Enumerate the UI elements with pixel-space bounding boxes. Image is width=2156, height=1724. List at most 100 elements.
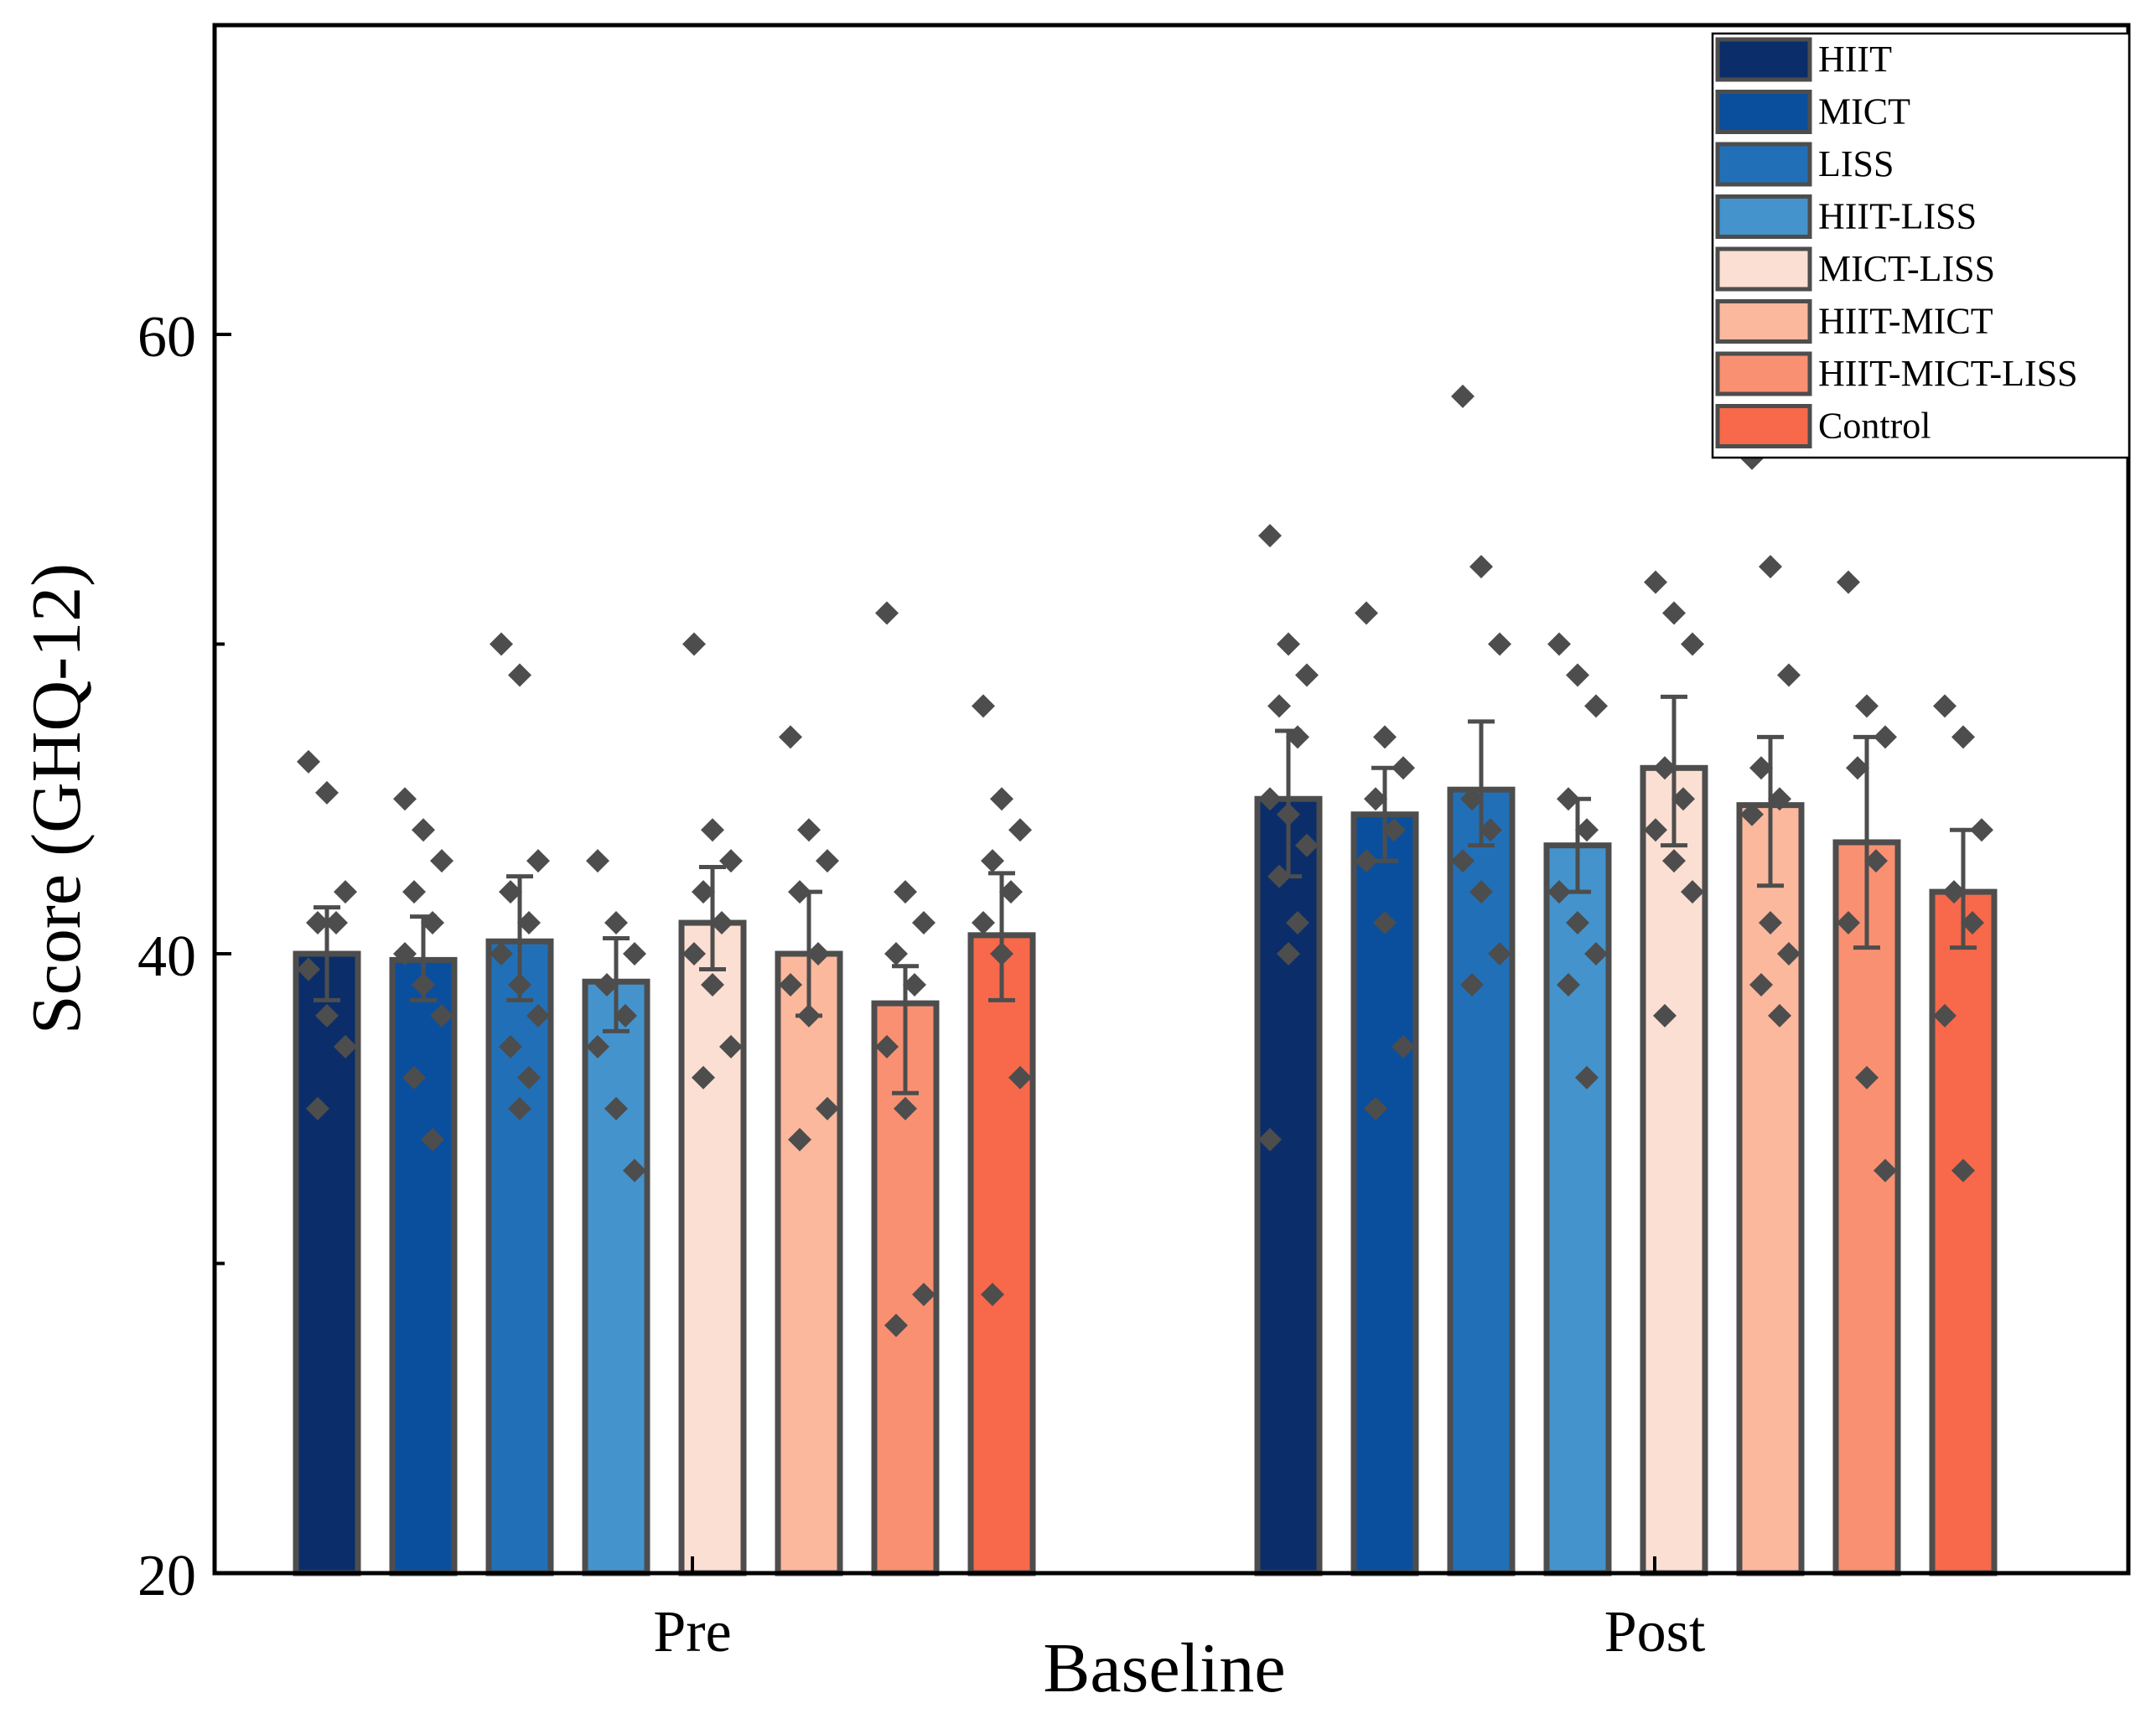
error-bar [1468,719,1495,848]
bar-control-pre [967,932,1036,1576]
data-point [692,1065,715,1090]
bars-layer [293,764,1998,1576]
legend-item: HIIT-MICT-LISS [1715,351,2078,396]
data-point [1566,911,1589,935]
data-point [508,1096,531,1121]
bar-hiit-mict-pre [775,950,843,1576]
data-point [1644,818,1667,842]
legend-item: HIIT [1715,37,1892,82]
data-points-layer [297,384,1993,1338]
data-point [490,632,513,656]
data-point [779,972,802,997]
data-point [623,1158,646,1183]
legend-swatch [1715,142,1812,187]
error-bar [699,865,726,971]
data-point [306,911,329,935]
y-axis-ticks: 20 40 60 [137,305,231,1608]
data-point [1277,632,1300,656]
data-point [315,1003,339,1028]
data-point [1644,570,1667,594]
legend-label: MICT [1818,91,1910,132]
legend-label: HIIT-MICT-LISS [1818,353,2078,394]
data-point [1759,911,1782,935]
data-point [1951,1158,1975,1183]
data-point [981,849,1004,873]
data-point [797,818,821,842]
data-point [517,1065,541,1090]
data-point [1460,972,1484,997]
data-point [1740,802,1764,826]
data-point [1951,725,1975,749]
data-point [430,1003,453,1028]
bar-mict-liss-pre [678,919,747,1576]
data-point [816,1096,839,1121]
data-point [884,1313,908,1338]
data-point [1547,880,1571,904]
data-point [1460,787,1484,811]
error-bar [1757,734,1784,888]
data-point [334,1034,357,1059]
data-point [1768,787,1791,811]
data-point [586,849,609,873]
data-point [981,1282,1004,1307]
data-point [1557,787,1580,811]
data-point [499,1034,522,1059]
legend-item: HIIT-MICT [1715,299,1993,344]
legend-swatch [1715,194,1812,239]
y-tick-label: 20 [137,1544,196,1608]
data-point [1855,1065,1879,1090]
data-point [508,972,531,997]
bar-liss-post [1447,786,1516,1576]
data-point [701,972,724,997]
data-point [1355,601,1378,625]
x-tick-label: Pre [653,1600,731,1664]
data-point [1584,694,1608,718]
data-point [421,1127,444,1152]
data-point [719,849,743,873]
x-axis-label: Baseline [1043,1629,1285,1707]
data-point [1286,725,1309,749]
data-point [972,694,995,718]
data-point [1008,1065,1032,1090]
data-point [421,911,444,935]
data-point [1267,864,1291,888]
data-point [875,601,899,625]
data-point [1671,787,1695,811]
data-point [623,942,646,966]
legend-swatch [1715,351,1812,396]
data-point [324,911,348,935]
data-point [393,942,417,966]
legend-swatch [1715,299,1812,344]
data-point [1575,1065,1599,1090]
data-point [1451,849,1474,873]
bar-hiit-liss-pre [582,978,650,1576]
legend-item: MICT-LISS [1715,246,1995,292]
data-point [779,725,802,749]
data-point [972,911,995,935]
data-point [1662,601,1686,625]
data-point [875,1034,899,1059]
data-point [1575,818,1599,842]
data-point [1008,818,1032,842]
data-point [1295,833,1319,857]
data-point [719,1034,743,1059]
data-point [614,1003,637,1028]
data-point [1451,384,1474,408]
legend-label: HIIT-MICT [1818,301,1993,342]
data-point [393,787,417,811]
data-point [1653,756,1677,780]
data-point [1942,880,1966,904]
data-point [1837,570,1860,594]
data-point [517,911,541,935]
data-point [508,663,531,687]
data-point [402,1065,426,1090]
data-point [1749,756,1773,780]
data-point [1392,756,1415,780]
data-point [884,942,908,966]
data-point [334,880,357,904]
data-point [990,942,1013,966]
x-tick-label: Post [1604,1600,1706,1664]
data-point [701,818,724,842]
data-point [797,1003,821,1028]
